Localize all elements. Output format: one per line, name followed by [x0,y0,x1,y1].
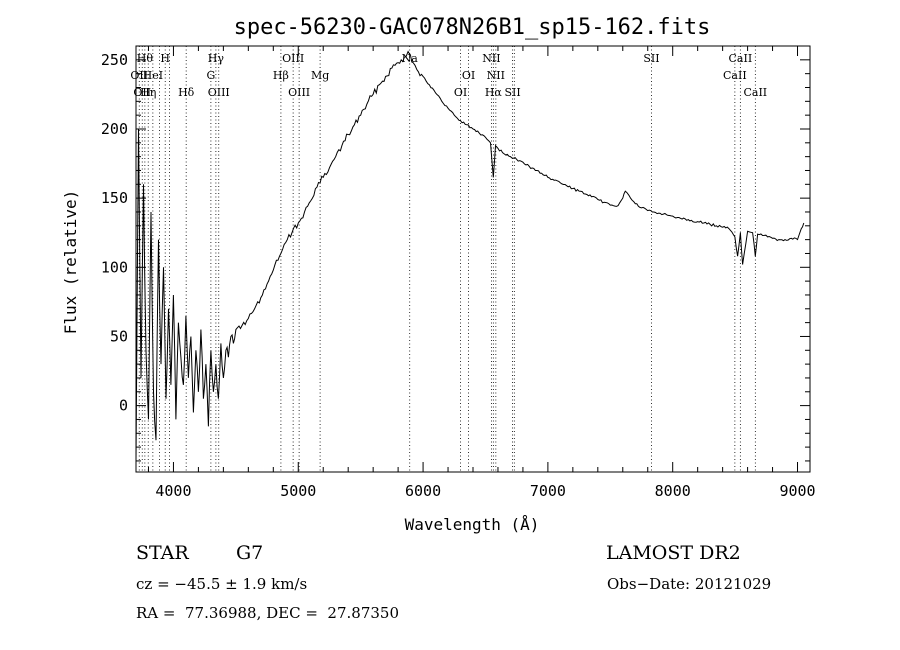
y-tick-label-5: 250 [101,51,128,69]
line-label-24: SII [643,52,659,65]
line-label-26: CaII [729,52,753,65]
x-axis-label: Wavelength (Å) [405,515,540,534]
line-label-0: OII [130,69,148,82]
line-label-17: OI [454,86,467,99]
y-tick-label-2: 100 [101,258,128,276]
redshift-cz: cz = −45.5 ± 1.9 km/s [136,575,308,593]
line-label-19: NII [482,52,500,65]
line-label-18: OI [462,69,475,82]
survey-name: LAMOST DR2 [606,542,741,564]
x-tick-label-1: 5000 [280,482,316,500]
line-label-20: Hα [485,86,503,99]
line-label-4: HeI [143,69,163,82]
line-markers [138,46,756,472]
x-tick-label-2: 6000 [405,482,441,500]
line-label-16: Na [402,52,419,65]
y-tick-label-3: 150 [101,189,128,207]
line-label-6: H [160,52,170,65]
line-label-15: Mg [311,69,329,82]
line-label-1: OII [133,86,151,99]
x-tick-label-0: 4000 [155,482,191,500]
x-tick-label-3: 7000 [530,482,566,500]
plot-frame [135,45,811,473]
object-class: STAR [136,542,189,564]
line-label-8: Hδ [178,86,195,99]
y-tick-label-4: 200 [101,120,128,138]
line-label-11: OIII [208,86,230,99]
x-axis-ticks: 4000 5000 6000 7000 8000 9000 [147,46,816,500]
line-label-27: CaII [743,86,767,99]
line-label-21: NII [487,69,505,82]
line-label-22: SII [504,86,520,99]
line-label-10: Hγ [208,52,225,65]
x-tick-label-5: 9000 [779,482,815,500]
line-label-13: OIII [282,52,304,65]
line-label-2: Hθ [137,52,154,65]
y-tick-label-0: 0 [119,397,128,415]
y-tick-label-1: 50 [110,327,128,345]
line-labels: OIIOIIHθHηHeIHHδGHγOIIIHβOIIIOIIIMgNaOIO… [130,52,767,99]
y-axis-label: Flux (relative) [61,190,80,335]
x-tick-label-4: 8000 [655,482,691,500]
line-label-14: OIII [288,86,310,99]
chart-title: spec-56230-GAC078N26B1_sp15-162.fits [234,15,711,40]
line-label-12: Hβ [273,69,289,82]
coordinates: RA = 77.36988, DEC = 27.87350 [136,604,400,622]
line-label-3: Hη [140,86,156,99]
line-label-25: CaII [723,69,747,82]
observation-date: Obs−Date: 20121029 [607,575,772,593]
spectrum-series-line [135,50,805,461]
line-label-9: G [206,69,215,82]
object-subclass: G7 [236,542,264,564]
